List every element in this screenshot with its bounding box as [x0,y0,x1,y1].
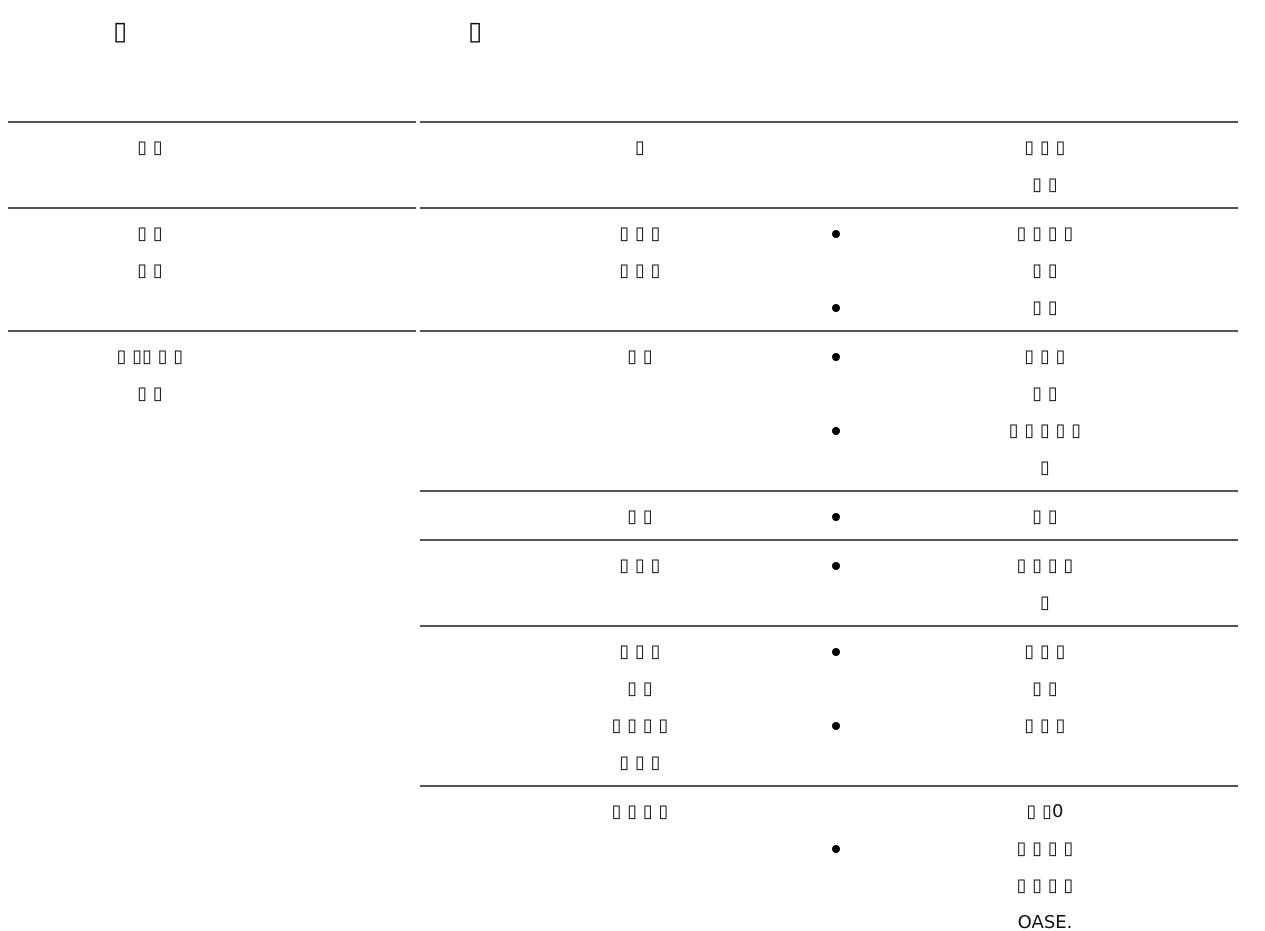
cell-text: ▯ ▯ ▯ ▯ [612,801,669,822]
bullet-text: ▯ ▯ ▯ [1024,346,1065,367]
bullet [832,427,840,435]
cell-text: ▯ ▯ ▯ [619,555,660,576]
cell-text: ▯ ▯ [627,506,653,527]
cell-text: ▯ ▯ ▯ [619,223,660,244]
bullet [832,722,840,730]
row-label: ▯ ▯▯ ▯ ▯ [117,346,184,367]
cell-text: ▯ ▯ ▯ [619,260,660,281]
bullet-text: ▯ ▯ ▯ ▯ [1017,875,1074,896]
row-label: ▯ ▯ [137,383,163,404]
bullet [832,513,840,521]
bullet [832,845,840,853]
cell-text: ▯ ▯ [627,346,653,367]
row-label: ▯ ▯ [137,223,163,244]
bullet [832,230,840,238]
bullet-text: ▯ [1040,457,1050,478]
bullet-text: ▯ ▯ ▯ [1024,641,1065,662]
column-header: ▯ [468,17,482,47]
cell-text: ▯ [635,137,645,158]
cell-text: ▯ ▯ [627,678,653,699]
bullet-text: ▯ ▯ ▯ ▯ [1017,223,1074,244]
bullet-text: ▯ [1040,592,1050,613]
bullet-text: OASE. [1018,912,1073,931]
bullet-text: ▯ ▯ ▯ [1024,715,1065,736]
row-label: ▯ ▯ [137,137,163,158]
cell-note: ▯ ▯0 [1027,801,1064,822]
cell-note: ▯ ▯ [1032,174,1058,195]
cell-text: ▯ ▯ ▯ ▯ [612,715,669,736]
bullet-text: ▯ ▯ ▯ ▯ [1017,838,1074,859]
bullet [832,648,840,656]
bullet [832,562,840,570]
bullet [832,304,840,312]
cell-text: ▯ ▯ ▯ [619,641,660,662]
bullet-text: ▯ ▯ [1032,297,1058,318]
row-label: ▯ ▯ [137,260,163,281]
bullet-text: ▯ ▯ [1032,383,1058,404]
column-header: ▯ [113,17,127,47]
bullet-text: ▯ ▯ [1032,506,1058,527]
bullet [832,353,840,361]
bullet-text: ▯ ▯ [1032,678,1058,699]
cell-text: ▯ ▯ ▯ [619,752,660,773]
cell-note: ▯ ▯ ▯ [1024,137,1065,158]
bullet-text: ▯ ▯ ▯ ▯ ▯ [1009,420,1081,441]
bullet-text: ▯ ▯ ▯ ▯ [1017,555,1074,576]
bullet-text: ▯ ▯ [1032,260,1058,281]
